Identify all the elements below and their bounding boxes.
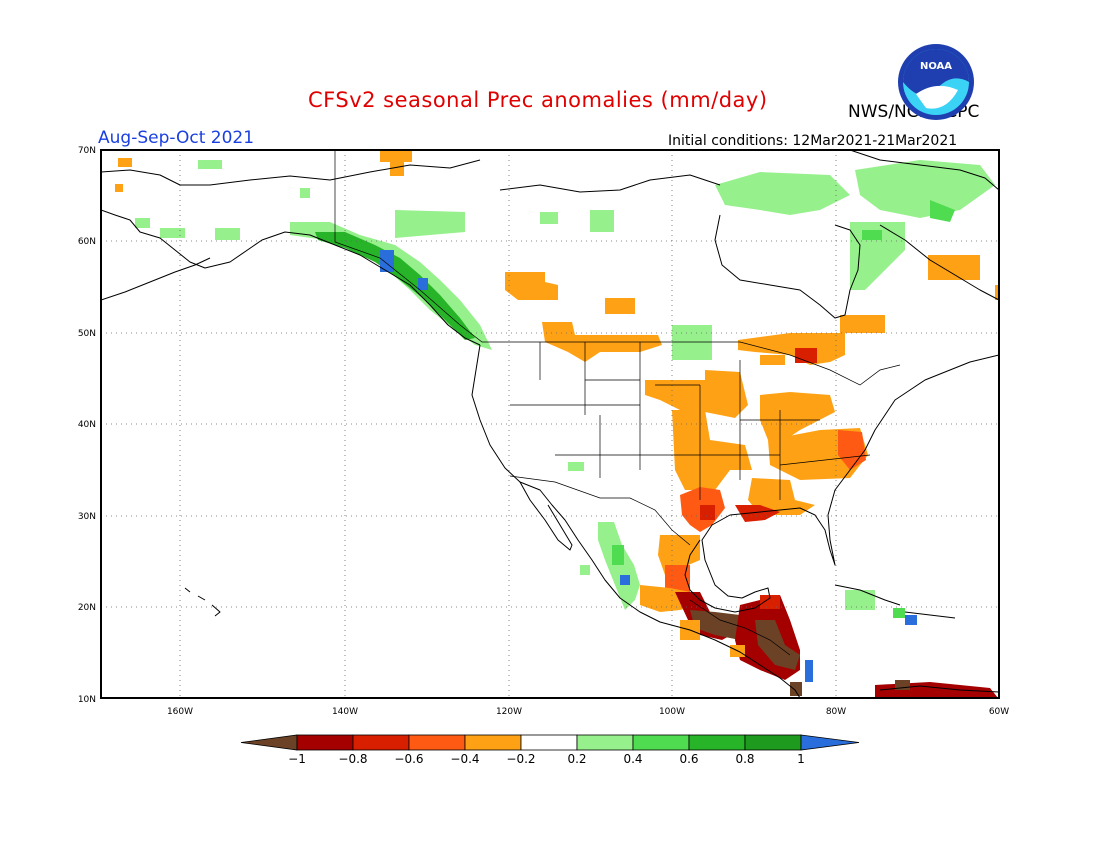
coast-alaska-west [101, 209, 481, 346]
arctic-islands [499, 174, 721, 193]
map-title: CFSv2 seasonal Prec anomalies (mm/day) [308, 88, 768, 112]
lat-label: 60N [78, 237, 96, 247]
season-label: Aug-Sep-Oct 2021 [98, 128, 255, 148]
wet-region-west-mexico [580, 522, 917, 625]
colorbar-label: 0.2 [567, 752, 586, 766]
coastlines [101, 150, 999, 698]
us-mexico-border [509, 475, 691, 546]
colorbar-label: −1 [288, 752, 306, 766]
lat-label: 40N [78, 420, 96, 430]
lon-label: 80W [826, 707, 846, 717]
lon-label: 120W [496, 707, 522, 717]
colorbar-label: 1 [797, 752, 805, 766]
anomaly-field [101, 150, 999, 698]
gulf-coast [684, 354, 999, 613]
colorbar-swatch [632, 734, 690, 751]
greenland [849, 150, 999, 191]
wet-region-northeast-canada [568, 160, 995, 471]
lat-label: 50N [78, 329, 96, 339]
colorbar-swatch [688, 734, 746, 751]
us-states [510, 342, 871, 500]
labrador [879, 224, 999, 301]
colorbar-label: −0.8 [338, 752, 367, 766]
lat-label: 20N [78, 603, 96, 613]
hudson-bay [714, 214, 861, 319]
lon-labels: 160W 140W 120W 100W 80W 60W [167, 707, 1009, 717]
south-america [879, 685, 999, 693]
initial-conditions-label: Initial conditions: 12Mar2021-21Mar2021 [668, 133, 958, 149]
lat-labels: 10N 20N 30N 40N 50N 60N 70N [78, 146, 96, 705]
lat-label: 10N [78, 695, 96, 705]
colorbar: −1 −0.8 −0.6 −0.4 −0.2 0.2 0.4 0.6 0.8 1 [240, 734, 860, 766]
colorbar-label: 0.4 [623, 752, 642, 766]
hispaniola [904, 611, 956, 619]
map-frame [100, 149, 1000, 699]
colorbar-label: 0.6 [679, 752, 698, 766]
colorbar-arrow-low [240, 734, 298, 751]
lon-label: 140W [332, 707, 358, 717]
logo-text: NOAA [920, 61, 952, 72]
colorbar-swatch [352, 734, 410, 751]
colorbar-swatch [576, 734, 634, 751]
lon-label: 160W [167, 707, 193, 717]
colorbar-swatch [520, 734, 578, 751]
us-canada-border [334, 150, 901, 386]
lon-label: 100W [659, 707, 685, 717]
colorbar-label: −0.6 [394, 752, 423, 766]
colorbar-label: 0.8 [735, 752, 754, 766]
hawaii [184, 587, 221, 617]
colorbar-swatch [408, 734, 466, 751]
coast-alaska-north [101, 159, 481, 186]
lon-label: 60W [989, 707, 1009, 717]
colorbar-label: −0.2 [506, 752, 535, 766]
noaa-logo: NOAA [896, 42, 976, 126]
baja-california [519, 481, 573, 551]
colorbar-swatch [464, 734, 522, 751]
colorbar-swatch [296, 734, 354, 751]
colorbar-arrow-high [800, 734, 860, 751]
colorbar-label: −0.4 [450, 752, 479, 766]
aleutians [101, 257, 211, 301]
coast-us-west [471, 344, 801, 698]
mexico-central-america [689, 599, 791, 656]
cuba [834, 584, 901, 606]
lat-label: 30N [78, 512, 96, 522]
colorbar-swatch [744, 734, 802, 751]
lat-label: 70N [78, 146, 96, 156]
political-boundaries [334, 150, 901, 656]
